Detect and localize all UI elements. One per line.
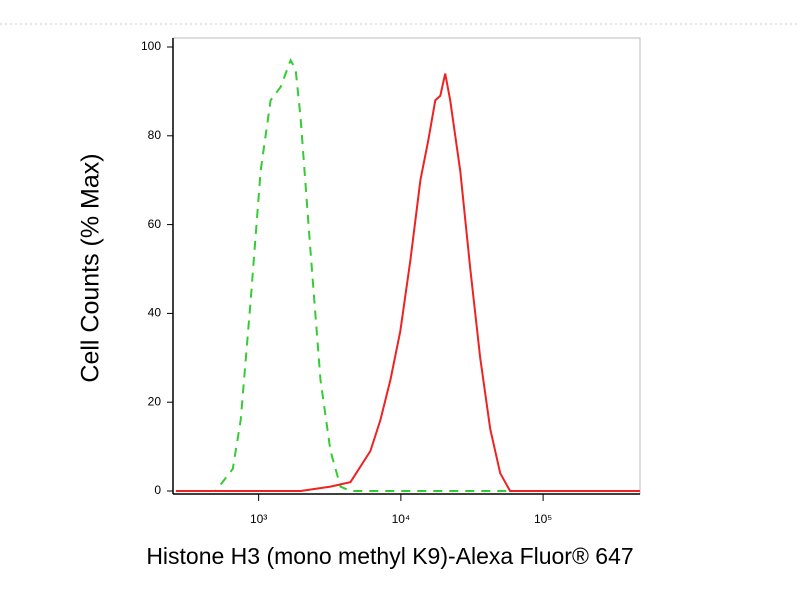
x-tick-label: 10³: [250, 512, 267, 526]
y-tick-label: 100: [141, 39, 161, 53]
y-tick-label: 0: [154, 483, 161, 497]
histogram-line: [175, 57, 640, 492]
x-tick-label: 10⁴: [392, 512, 411, 526]
histogram-line: [175, 73, 640, 492]
x-tick-label: 10⁵: [534, 512, 552, 526]
y-tick-label: 20: [148, 394, 162, 408]
y-tick-label: 60: [148, 217, 162, 231]
plot-frame: [172, 37, 641, 495]
x-axis-label: Histone H3 (mono methyl K9)-Alexa Fluor®…: [146, 543, 633, 569]
y-axis-label: Cell Counts (% Max): [77, 153, 105, 382]
y-tick-label: 80: [148, 128, 162, 142]
y-tick-label: 40: [148, 306, 162, 320]
